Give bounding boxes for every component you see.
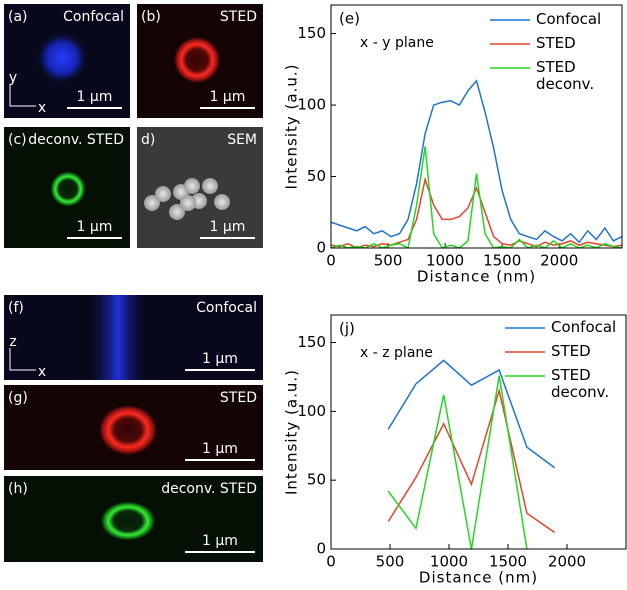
plot-frame [330, 314, 627, 550]
sphere [144, 195, 160, 211]
panel-label: (g) [8, 390, 28, 406]
series-line [387, 387, 556, 534]
sphere [155, 186, 171, 202]
annotation: x - z plane [360, 345, 433, 361]
column [88, 295, 148, 380]
axis-glyph-label: x [38, 100, 46, 116]
sphere [180, 195, 196, 211]
panel-label: (e) [339, 10, 360, 28]
axis-glyph-label: y [9, 70, 17, 86]
x-tick-label: 1000 [430, 553, 468, 571]
sphere [184, 178, 200, 194]
annotation: x - y plane [360, 35, 434, 51]
y-tick-label: 100 [297, 402, 326, 420]
panel-label: (b) [141, 9, 161, 25]
legend-entry: STED deconv. [536, 58, 595, 93]
axis-glyph [9, 348, 36, 371]
panel-label: (h) [8, 481, 28, 497]
panel-caption: SEM [227, 132, 257, 148]
axis-glyph-label: z [9, 334, 16, 350]
ring [100, 501, 156, 541]
image-panel [137, 127, 263, 248]
y-tick-label: 0 [316, 239, 326, 257]
y-axis-title: Intensity (a.u.) [283, 369, 301, 495]
legend-entry: STED [536, 34, 576, 52]
y-tick-label: 50 [307, 471, 326, 489]
panel-label: d) [141, 132, 155, 148]
ring [98, 404, 158, 456]
blob [36, 32, 88, 84]
x-tick-label: 1500 [489, 553, 527, 571]
panel-label: (c) [8, 132, 27, 148]
panel-caption: STED [220, 9, 257, 25]
series-line [331, 176, 622, 248]
x-tick-label: 0 [326, 252, 336, 270]
x-tick-label: 1000 [426, 252, 464, 270]
ring [173, 36, 221, 84]
y-tick-label: 0 [316, 540, 326, 558]
scale-label: 1 µm [77, 219, 113, 235]
scale-label: 1 µm [202, 533, 238, 549]
sphere [202, 178, 218, 194]
series-line [387, 359, 556, 469]
scale-label: 1 µm [210, 89, 246, 105]
axis-glyph [9, 84, 36, 107]
legend-entry: STED deconv. [551, 366, 610, 401]
y-tick-label: 100 [297, 96, 326, 114]
y-axis-title: Intensity (a.u.) [283, 64, 301, 190]
y-tick-label: 50 [307, 167, 326, 185]
scale-label: 1 µm [210, 219, 246, 235]
x-tick-label: 500 [374, 252, 403, 270]
panel-caption: deconv. STED [28, 132, 124, 148]
x-tick-label: 2000 [548, 553, 586, 571]
panel-caption: deconv. STED [161, 481, 257, 497]
legend-entry: Confocal [536, 10, 602, 28]
panel-label: (f) [8, 300, 24, 316]
plot-frame [330, 4, 623, 249]
panel-caption: Confocal [63, 9, 124, 25]
x-tick-label: 1500 [483, 252, 521, 270]
y-tick-label: 150 [297, 24, 326, 42]
x-axis-title: Distance (nm) [419, 569, 538, 587]
scale-label: 1 µm [77, 89, 113, 105]
panel-caption: STED [220, 390, 257, 406]
sphere [214, 194, 230, 210]
x-tick-label: 2000 [540, 252, 578, 270]
x-tick-label: 500 [376, 553, 405, 571]
sphere [169, 204, 185, 220]
scale-label: 1 µm [202, 441, 238, 457]
panel-caption: Confocal [196, 300, 257, 316]
scale-label: 1 µm [202, 351, 238, 367]
legend-entry: STED [551, 342, 591, 360]
ring [50, 171, 86, 207]
panel-label: (j) [339, 320, 355, 338]
axis-glyph-label: x [38, 364, 46, 380]
x-tick-label: 0 [326, 553, 336, 571]
series-line [331, 79, 622, 244]
x-axis-title: Distance (nm) [417, 268, 536, 286]
legend-entry: Confocal [551, 318, 617, 336]
series-line [331, 146, 622, 248]
y-tick-label: 150 [297, 333, 326, 351]
series-line [387, 375, 528, 549]
panel-label: (a) [8, 9, 28, 25]
